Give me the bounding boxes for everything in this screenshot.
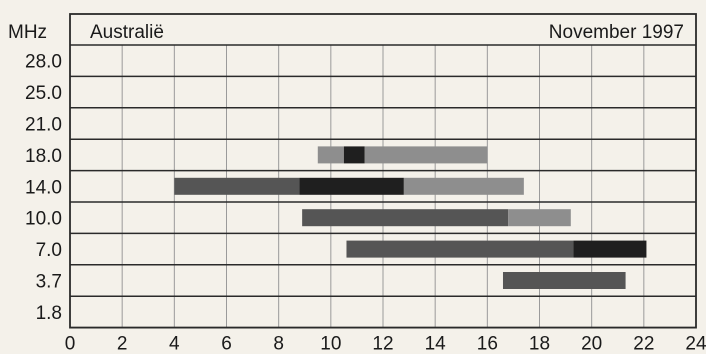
chart-subtitle: November 1997 <box>549 22 684 43</box>
y-tick-label-25-0: 25.0 <box>25 83 62 104</box>
bar-segment-14-0-light <box>403 177 524 195</box>
y-tick-label-18-0: 18.0 <box>25 146 62 167</box>
x-tick-label-10: 10 <box>320 334 341 354</box>
bar-segment-14-0-dark <box>299 177 404 195</box>
y-tick-label-28-0: 28.0 <box>25 52 62 73</box>
y-tick-label-10-0: 10.0 <box>25 209 62 230</box>
bar-segment-7-0-dark <box>573 240 647 258</box>
y-tick-label-7-0: 7.0 <box>36 240 62 261</box>
x-tick-label-18: 18 <box>529 334 550 354</box>
y-axis-unit-label: MHz <box>8 22 47 43</box>
chart-frame <box>69 13 697 329</box>
chart-title: Australië <box>90 22 164 43</box>
x-tick-label-22: 22 <box>633 334 654 354</box>
x-tick-label-20: 20 <box>581 334 602 354</box>
y-tick-label-1-8: 1.8 <box>36 303 62 324</box>
y-tick-label-21-0: 21.0 <box>25 115 62 136</box>
bar-segment-10-0-light <box>508 209 571 227</box>
bar-segment-18-0-light <box>364 146 488 164</box>
x-tick-label-0: 0 <box>65 334 76 354</box>
y-tick-label-14-0: 14.0 <box>25 177 62 198</box>
x-tick-label-2: 2 <box>117 334 128 354</box>
bar-segment-7-0-medium <box>346 240 574 258</box>
bar-segment-3-7-medium <box>502 272 626 289</box>
bar-segment-14-0-medium <box>174 177 300 195</box>
x-tick-label-24: 24 <box>685 334 706 354</box>
x-tick-label-14: 14 <box>425 334 447 354</box>
bar-segment-18-0-light <box>317 146 344 164</box>
bar-segment-10-0-medium <box>302 209 509 227</box>
x-tick-label-12: 12 <box>372 334 393 354</box>
bar-segment-18-0-dark <box>343 146 365 164</box>
x-tick-label-6: 6 <box>221 334 232 354</box>
x-tick-label-16: 16 <box>477 334 498 354</box>
x-tick-label-4: 4 <box>169 334 180 354</box>
y-tick-label-3-7: 3.7 <box>36 272 62 293</box>
x-tick-label-8: 8 <box>273 334 284 354</box>
